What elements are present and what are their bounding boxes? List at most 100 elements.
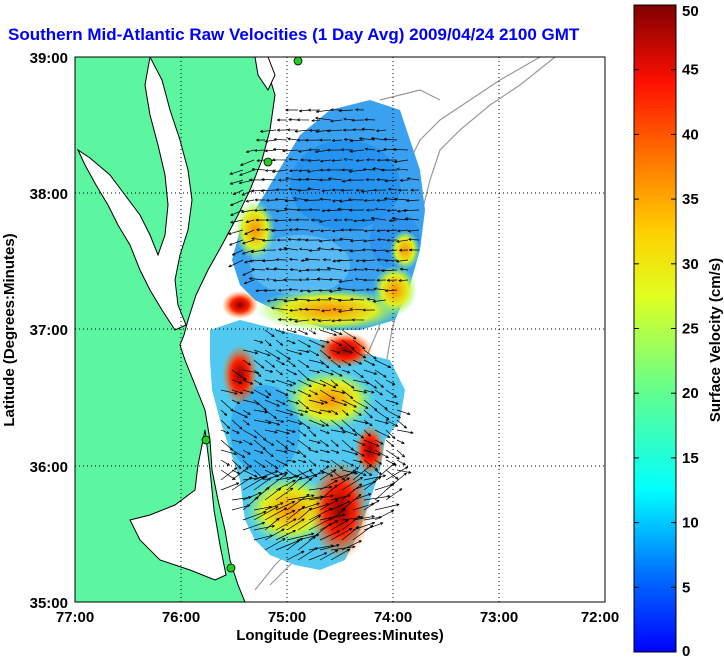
velocity-arrow (319, 484, 338, 501)
velocity-arrow (319, 339, 330, 344)
velocity-arrow (305, 138, 321, 142)
velocity-arrow (253, 379, 263, 386)
velocity-arrow (352, 339, 366, 350)
velocity-arrow (283, 207, 299, 211)
velocity-arrow (386, 209, 398, 213)
velocity-arrow (344, 218, 354, 222)
velocity-arrow (341, 329, 357, 340)
velocity-arrow (308, 439, 321, 444)
velocity-arrow (275, 359, 285, 366)
velocity-arrow (319, 429, 330, 434)
velocity-arrow (286, 359, 296, 368)
velocity-arrow (231, 369, 247, 381)
velocity-arrow (383, 197, 398, 201)
velocity-arrow (348, 228, 365, 232)
velocity-arrow (288, 118, 299, 122)
velocity-arrow (376, 278, 387, 282)
velocity-arrow (342, 128, 354, 132)
velocity-arrow (242, 239, 255, 245)
lon-tick-label: 77:00 (56, 609, 94, 626)
velocity-arrow (330, 359, 341, 368)
velocity-arrow (330, 119, 343, 123)
velocity-arrow (376, 129, 387, 133)
velocity-arrow (408, 248, 420, 252)
velocity-arrow (352, 459, 363, 464)
velocity-arrow (352, 399, 369, 409)
velocity-arrow (385, 399, 399, 405)
velocity-arrow (326, 129, 343, 133)
velocity-arrow (242, 521, 266, 531)
velocity-arrow (319, 389, 336, 400)
velocity-arrow (264, 449, 274, 458)
velocity-arrow (308, 494, 334, 501)
velocity-arrow (295, 218, 310, 222)
velocity-arrow (396, 459, 406, 466)
velocity-arrow (385, 469, 399, 480)
velocity-arrow (320, 229, 332, 233)
velocity-arrow (271, 306, 288, 311)
velocity-arrow (355, 108, 365, 112)
velocity-arrow (229, 239, 244, 246)
velocity-arrow (308, 399, 325, 405)
velocity-arrow (264, 439, 275, 446)
velocity-arrow (321, 189, 332, 193)
velocity-arrow (286, 550, 305, 561)
velocity-arrow (363, 429, 371, 437)
velocity-arrow (297, 379, 312, 388)
velocity-arrow (264, 419, 281, 426)
colorbar-tick-label: 5 (682, 579, 690, 596)
velocity-arrow (328, 177, 343, 181)
velocity-arrow (288, 157, 299, 161)
velocity-arrow (286, 379, 297, 385)
velocity-arrow (385, 158, 398, 162)
velocity-arrow (296, 118, 310, 122)
velocity-arrow (377, 238, 387, 242)
velocity-arrow (374, 459, 383, 465)
velocity-arrow (385, 466, 409, 481)
velocity-arrow (319, 469, 337, 481)
velocity-arrow (289, 169, 299, 173)
velocity-arrow (228, 259, 244, 268)
velocity-arrow (352, 349, 367, 359)
velocity-arrow (337, 298, 354, 302)
velocity-arrow (394, 197, 409, 201)
velocity-arrow (363, 349, 377, 360)
velocity-arrow (297, 419, 311, 430)
velocity-arrow (286, 349, 303, 356)
velocity-arrow (283, 278, 299, 282)
velocity-arrow (331, 188, 342, 192)
velocity-arrow (319, 359, 330, 369)
velocity-arrow (341, 483, 363, 501)
velocity-arrow (273, 267, 288, 271)
velocity-arrow (318, 288, 332, 292)
velocity-arrow (319, 530, 341, 541)
velocity-arrow (308, 148, 321, 152)
velocity-arrow (300, 158, 309, 162)
velocity-arrow (332, 307, 343, 311)
velocity-arrow (278, 288, 288, 292)
velocity-arrow (330, 527, 353, 541)
velocity-arrow (330, 459, 344, 469)
velocity-arrow (229, 169, 244, 175)
velocity-arrow (308, 517, 332, 531)
colorbar-ticks: 0 5 10 15 20 25 30 35 40 45 50 (634, 3, 699, 659)
colorbar-tick-label: 40 (682, 126, 699, 143)
velocity-arrow (385, 379, 396, 386)
velocity-arrow (329, 289, 343, 293)
velocity-arrow (341, 168, 354, 172)
velocity-arrow (366, 158, 376, 162)
velocity-arrow (245, 219, 255, 224)
velocity-arrow (349, 139, 365, 143)
velocity-arrow (392, 147, 409, 151)
velocity-arrow (384, 179, 398, 183)
velocity-arrow (374, 482, 396, 501)
velocity-arrow (396, 469, 412, 474)
delaware-bay (254, 57, 276, 92)
velocity-arrow (220, 449, 237, 456)
velocity-arrow (341, 493, 362, 511)
velocity-arrow (353, 268, 365, 272)
velocity-arrow (264, 528, 285, 541)
velocity-arrow (297, 536, 316, 551)
velocity-arrow (351, 318, 365, 322)
lon-tick-label: 75:00 (268, 609, 306, 626)
